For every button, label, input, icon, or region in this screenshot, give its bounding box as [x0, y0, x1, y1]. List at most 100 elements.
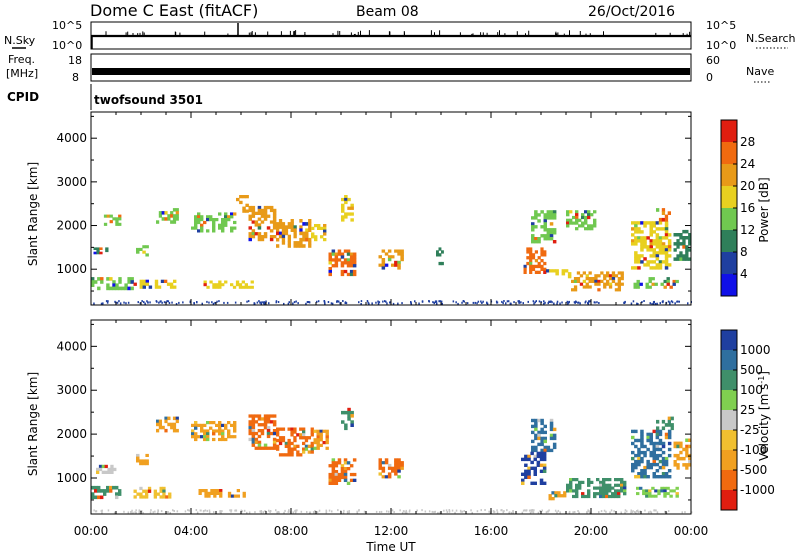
power-echo-cell — [549, 269, 553, 273]
power-echo-cell — [543, 222, 547, 226]
velocity-echo-cell — [266, 420, 271, 424]
power-echo-cell — [573, 285, 578, 289]
velocity-echo-cell — [521, 478, 525, 482]
velocity-echo-cell — [617, 494, 621, 499]
power-echo-cell — [640, 221, 644, 225]
power-echo-cell — [352, 264, 357, 268]
power-speckle-dot — [549, 300, 551, 303]
velocity-echo-cell — [204, 494, 208, 498]
power-echo-cell — [350, 212, 354, 216]
power-echo-cell — [649, 266, 653, 270]
velocity-echo-cell — [284, 441, 288, 446]
power-speckle-dot — [287, 302, 290, 305]
power-echo-cell — [346, 252, 351, 256]
velocity-speckle-dot — [446, 511, 449, 513]
power-y-tick-label: 1000 — [56, 262, 87, 276]
velocity-echo-cell — [655, 456, 660, 461]
velocity-echo-cell — [655, 462, 660, 467]
velocity-speckle-dot — [568, 510, 571, 513]
velocity-echo-cell — [554, 491, 558, 495]
power-echo-cell — [658, 260, 663, 264]
velocity-speckle-dot — [348, 510, 350, 513]
velocity-echo-cell — [115, 492, 119, 496]
power-echo-cell — [299, 219, 303, 223]
velocity-speckle-dot — [502, 511, 504, 514]
power-echo-cell — [103, 222, 108, 226]
velocity-speckle-dot — [470, 509, 472, 512]
power-speckle-dot — [559, 302, 561, 305]
power-echo-cell — [523, 270, 527, 274]
power-echo-cell — [529, 256, 533, 260]
velocity-echo-cell — [387, 463, 392, 468]
velocity-echo-cell — [643, 472, 647, 476]
velocity-speckle-dot — [524, 509, 526, 512]
power-echo-cell — [637, 236, 641, 240]
velocity-echo-cell — [162, 495, 166, 499]
power-speckle-dot — [345, 302, 348, 305]
velocity-echo-cell — [104, 464, 108, 469]
velocity-echo-cell — [640, 441, 644, 446]
power-echo-cell — [531, 225, 535, 229]
power-speckle-dot — [196, 301, 198, 304]
velocity-speckle-dot — [512, 510, 514, 512]
velocity-echo-patch — [631, 429, 672, 479]
x-axis-title: Time UT — [365, 540, 416, 554]
velocity-echo-cell — [172, 422, 177, 427]
velocity-echo-cell — [527, 472, 531, 476]
velocity-echo-cell — [617, 478, 621, 482]
power-echo-cell — [611, 271, 616, 275]
velocity-echo-cell — [394, 461, 398, 465]
power-echo-cell — [655, 245, 660, 249]
velocity-echo-cell — [242, 494, 246, 498]
velocity-echo-cell — [296, 433, 300, 437]
power-echo-cell — [142, 279, 146, 283]
power-echo-cell — [603, 274, 607, 278]
velocity-echo-cell — [551, 497, 555, 501]
power-echo-cell — [251, 214, 256, 218]
velocity-echo-cell — [543, 448, 547, 453]
power-speckle-dot — [234, 301, 237, 304]
velocity-echo-cell — [536, 451, 541, 456]
velocity-echo-cell — [139, 459, 143, 463]
velocity-echo-patch — [328, 458, 357, 485]
power-speckle-dot — [146, 300, 148, 303]
power-echo-cell — [276, 231, 280, 236]
power-echo-cell — [263, 211, 268, 215]
velocity-echo-cell — [346, 467, 351, 471]
velocity-echo-cell — [334, 461, 339, 465]
velocity-echo-cell — [287, 444, 291, 448]
power-speckle-dot — [358, 301, 360, 304]
power-echo-cell — [529, 253, 533, 257]
power-echo-cell — [584, 210, 588, 214]
power-speckle-dot — [501, 300, 503, 303]
velocity-echo-cell — [640, 475, 644, 479]
power-echo-patch — [531, 210, 557, 244]
velocity-echo-cell — [608, 478, 612, 482]
velocity-echo-cell — [218, 426, 222, 430]
power-echo-cell — [124, 286, 128, 291]
velocity-echo-cell — [640, 429, 644, 434]
power-echo-cell — [658, 227, 663, 231]
velocity-echo-cell — [539, 463, 544, 467]
power-echo-cell — [594, 277, 598, 281]
velocity-echo-cell — [534, 421, 538, 426]
power-speckle-dot — [339, 302, 341, 305]
velocity-echo-cell — [347, 407, 351, 412]
velocity-echo-cell — [661, 475, 666, 479]
power-echo-cell — [328, 255, 332, 259]
velocity-speckle-dot — [287, 510, 290, 513]
power-echo-cell — [272, 226, 277, 230]
velocity-echo-cell — [524, 463, 528, 467]
power-echo-cell — [263, 235, 268, 239]
velocity-echo-cell — [325, 432, 329, 436]
power-echo-cell — [648, 285, 652, 289]
power-echo-cell — [269, 237, 274, 242]
power-echo-cell — [566, 213, 570, 217]
velocity-speckle-dot — [480, 509, 482, 512]
power-echo-cell — [540, 210, 544, 214]
power-speckle-dot — [414, 300, 416, 303]
velocity-colorbar-tick-label: 100 — [740, 383, 763, 397]
velocity-echo-cell — [269, 431, 274, 436]
velocity-echo-cell — [617, 489, 621, 493]
power-speckle-dot — [260, 301, 262, 304]
